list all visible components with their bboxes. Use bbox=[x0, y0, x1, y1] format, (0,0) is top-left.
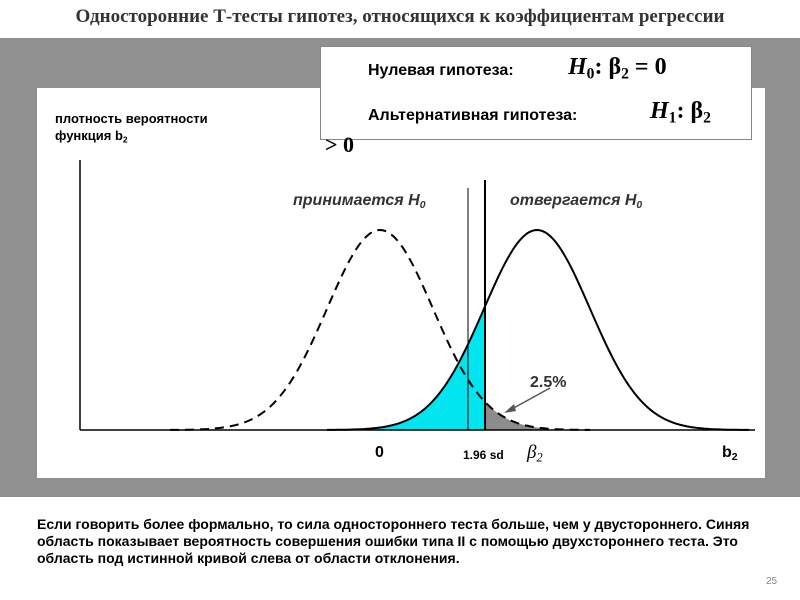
f: : β bbox=[594, 54, 622, 80]
f: 2 bbox=[621, 65, 629, 83]
beta-label: β2 bbox=[527, 442, 543, 464]
f: 2 bbox=[703, 109, 711, 127]
alt-formula-rest: > 0 bbox=[325, 132, 355, 157]
t: 2 bbox=[536, 450, 543, 465]
f: 1 bbox=[668, 109, 677, 127]
t: 2 bbox=[122, 134, 128, 145]
t: принимается H bbox=[293, 192, 420, 209]
arrow-head bbox=[504, 404, 516, 413]
hypothesis-box bbox=[320, 46, 752, 140]
plot bbox=[170, 228, 749, 431]
reject-label: отвергается H0 bbox=[510, 192, 643, 212]
t: отвергается H bbox=[510, 192, 637, 209]
t: b bbox=[722, 444, 732, 461]
t: функция b bbox=[55, 128, 123, 143]
tail-area bbox=[485, 401, 545, 430]
t: плотность вероятности bbox=[55, 111, 208, 126]
arrow bbox=[509, 387, 551, 411]
zero-label: 0 bbox=[375, 444, 384, 461]
t: 2 bbox=[731, 452, 738, 464]
true-curve bbox=[327, 228, 749, 431]
null-label: Нулевая гипотеза: bbox=[368, 62, 514, 79]
f: H bbox=[568, 54, 587, 80]
t: 0 bbox=[636, 200, 643, 212]
alt-formula: H1: β2 bbox=[650, 98, 711, 127]
critical-label: 1.96 sd bbox=[463, 448, 504, 462]
f: : β bbox=[676, 98, 704, 124]
tail-label: 2.5% bbox=[530, 374, 567, 391]
alt-label: Альтернативная гипотеза: bbox=[368, 107, 578, 124]
f: = 0 bbox=[628, 54, 667, 80]
t: β bbox=[527, 442, 537, 463]
panel bbox=[37, 88, 765, 478]
null-curve bbox=[170, 228, 590, 431]
null-formula: H0: β2 = 0 bbox=[568, 54, 667, 83]
accept-label: принимается H0 bbox=[293, 192, 426, 212]
footer-text: Если говорить более формально, то сила о… bbox=[37, 516, 750, 566]
f: H bbox=[650, 98, 669, 124]
page-number: 25 bbox=[766, 576, 778, 587]
t: 0 bbox=[419, 200, 426, 212]
f: 0 bbox=[586, 65, 595, 83]
b2-label: b2 bbox=[722, 444, 738, 464]
y-axis-label: плотность вероятности функция b2 bbox=[55, 110, 208, 144]
type-ii-area bbox=[330, 308, 485, 430]
title: Односторонние Т-тесты гипотез, относящих… bbox=[75, 6, 725, 27]
